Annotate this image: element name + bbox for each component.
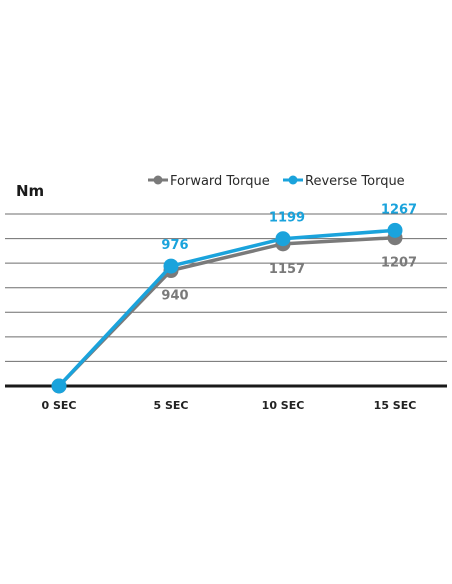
x-tick-label: 5 SEC <box>154 399 189 412</box>
data-label-reverse-torque: 1199 <box>269 211 305 226</box>
legend-swatch-forward-marker <box>153 175 163 185</box>
legend-label-reverse-torque: Reverse Torque <box>305 174 405 189</box>
legend-label-forward-torque: Forward Torque <box>170 174 270 189</box>
series-layer <box>51 222 403 394</box>
gridlines <box>5 213 447 388</box>
point-reverse-torque <box>387 222 403 238</box>
y-axis-label: Nm <box>16 182 44 200</box>
legend-item-forward-torque: Forward Torque <box>148 174 270 189</box>
data-label-forward-torque: 1207 <box>381 256 417 271</box>
series-line-reverse-torque <box>57 228 396 388</box>
legend-item-reverse-torque: Reverse Torque <box>283 174 405 189</box>
data-label-forward-torque: 940 <box>161 289 188 304</box>
legend: Forward Torque Reverse Torque <box>148 174 405 189</box>
legend-swatch-reverse-marker <box>288 175 298 185</box>
data-label-reverse-torque: 976 <box>161 238 188 253</box>
point-reverse-torque <box>275 231 291 247</box>
x-axis-ticks: 0 SEC 5 SEC 10 SEC 15 SEC <box>42 399 417 412</box>
x-tick-label: 15 SEC <box>374 399 417 412</box>
x-tick-label: 10 SEC <box>262 399 305 412</box>
data-labels: 940 1157 1207 976 1199 1267 <box>161 202 417 303</box>
point-reverse-torque <box>51 378 67 394</box>
point-reverse-torque <box>163 258 179 274</box>
data-label-forward-torque: 1157 <box>269 262 305 277</box>
data-label-reverse-torque: 1267 <box>381 202 417 217</box>
x-tick-label: 0 SEC <box>42 399 77 412</box>
